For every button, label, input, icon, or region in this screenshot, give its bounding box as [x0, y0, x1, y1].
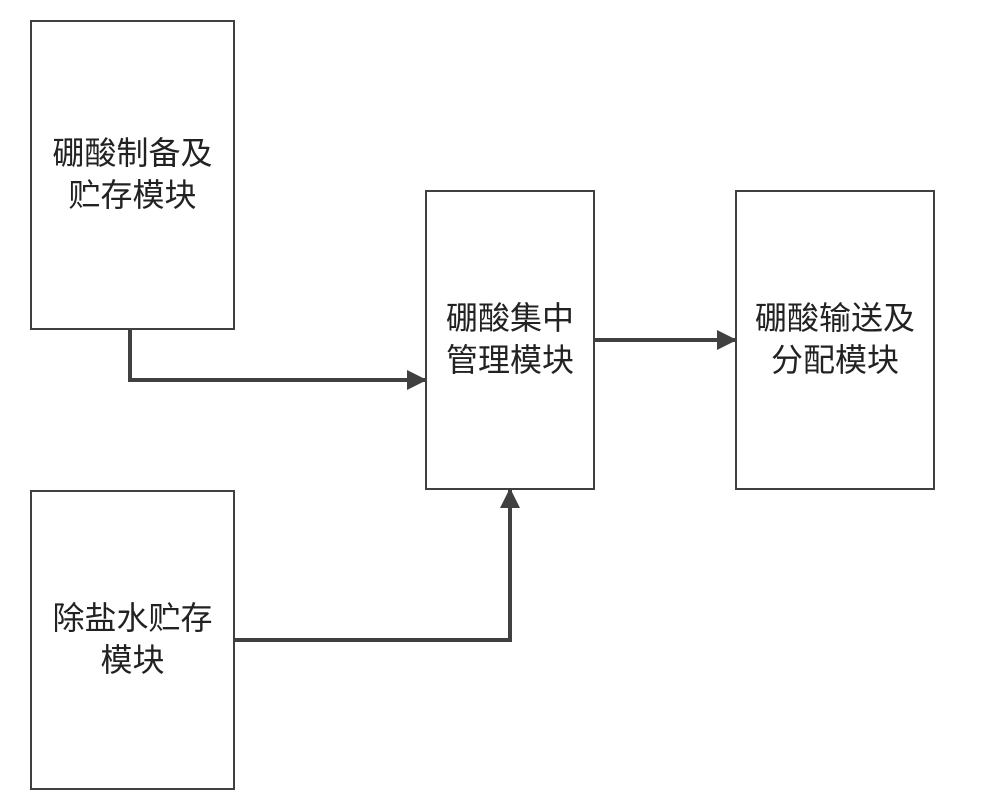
node-boric-acid-prep-storage: 硼酸制备及贮存模块 — [30, 20, 235, 330]
diagram-canvas: 硼酸制备及贮存模块 除盐水贮存模块 硼酸集中管理模块 硼酸输送及分配模块 — [0, 0, 1000, 801]
edge — [235, 490, 510, 640]
node-boric-acid-central-management: 硼酸集中管理模块 — [425, 190, 595, 490]
node-desalinated-water-storage: 除盐水贮存模块 — [30, 490, 235, 790]
node-label: 除盐水贮存模块 — [40, 598, 225, 681]
node-label: 硼酸集中管理模块 — [435, 298, 585, 381]
edge — [130, 330, 425, 380]
node-boric-acid-delivery-distribution: 硼酸输送及分配模块 — [735, 190, 935, 490]
node-label: 硼酸输送及分配模块 — [745, 298, 925, 381]
node-label: 硼酸制备及贮存模块 — [40, 133, 225, 216]
